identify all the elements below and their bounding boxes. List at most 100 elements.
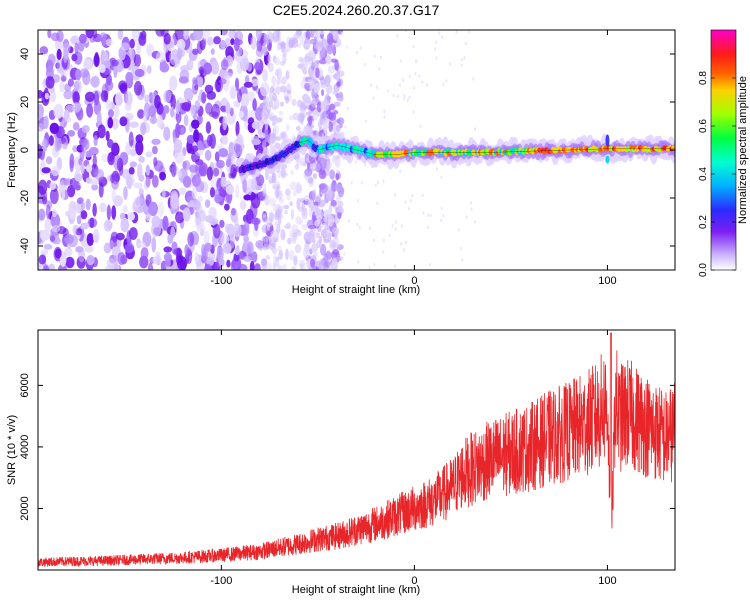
spectrogram-cell [225, 46, 235, 60]
spectrogram-cell [139, 122, 147, 136]
spectrogram-cell [229, 233, 235, 249]
spectrogram-cell [467, 30, 470, 34]
spectrogram-cell [261, 235, 269, 245]
spectrogram-cell [376, 201, 379, 206]
spectrogram-cell [181, 101, 192, 112]
spectrogram-cell [151, 215, 160, 228]
spectrogram-cell [267, 114, 273, 120]
spectrogram-cell [243, 255, 252, 263]
spectrogram-cell [376, 180, 379, 185]
spectrogram-cell [98, 182, 104, 198]
spectrogram-cell [113, 255, 118, 270]
spectrogram-cell [224, 203, 230, 211]
spectrogram-cell [418, 74, 421, 78]
spectrogram-cell [258, 121, 264, 130]
spectrogram-cell [177, 256, 188, 270]
spectrogram-cell [192, 48, 199, 55]
spectrogram-cell [338, 91, 344, 102]
spectrogram-cell [93, 134, 98, 147]
spectrogram-cell [305, 30, 311, 41]
spectrogram-cell [86, 103, 94, 118]
spectrogram-cell [191, 119, 200, 130]
spectrogram-cell [290, 208, 294, 221]
spectrogram-cell [289, 201, 293, 207]
spectrogram-cell [38, 254, 47, 265]
spectrogram-x-axis-label: Height of straight line (km) [292, 284, 420, 296]
spectrogram-cell [268, 100, 274, 108]
spectrogram-ridge-trace [244, 140, 675, 169]
spectrogram-cell [345, 45, 348, 49]
spectrogram-cell [294, 244, 302, 254]
spectrogram-cell [107, 117, 114, 129]
spectrogram-cell [271, 105, 277, 111]
spectrogram-cell [45, 156, 53, 165]
spectrogram-cell [162, 215, 169, 231]
spectrogram-cell [307, 230, 315, 243]
spectrogram-cell [268, 62, 274, 73]
spectrogram-cell [144, 94, 150, 103]
spectrogram-cell [394, 220, 397, 224]
spectrogram-cell [332, 44, 337, 56]
spectrogram-cell [356, 222, 359, 227]
spectrogram-cell [276, 30, 280, 38]
spectrogram-cell [183, 160, 191, 171]
spectrogram-cell [239, 200, 247, 211]
spectrogram-cell [293, 190, 297, 197]
spectrogram-cell [271, 171, 277, 183]
spectrogram-cell [174, 30, 184, 41]
spectrogram-cell [405, 30, 408, 33]
spectrogram-cell [463, 55, 466, 60]
spectrogram-cell [61, 54, 71, 71]
spectrogram-cell [50, 32, 60, 42]
spectrogram-cell [383, 114, 386, 119]
spectrogram-cell [67, 78, 75, 87]
spectrogram-cell [170, 226, 176, 239]
spectrogram-cells [38, 30, 476, 270]
spectrogram-cell [205, 102, 213, 115]
spectrogram-cell [279, 85, 287, 93]
spectrogram-cell [170, 161, 177, 178]
spectrogram-cell [197, 195, 204, 202]
spectrogram-cell [72, 224, 77, 235]
spectrogram-cell [233, 223, 242, 238]
spectrogram-cell [364, 162, 367, 167]
spectrogram-cell [325, 83, 333, 94]
spectrogram-cell [122, 205, 128, 213]
spectrogram-cell [115, 232, 125, 241]
spectrogram-cell [226, 259, 231, 268]
spectrogram-cell [205, 121, 212, 134]
spectrogram-cell [276, 117, 283, 123]
spectrogram-cell [315, 210, 321, 216]
spectrogram-cell [54, 248, 62, 259]
spectrogram-cell [129, 161, 138, 168]
spectrogram-cell [220, 105, 228, 112]
spectrogram-cell [203, 62, 213, 75]
spectrogram-cell [154, 94, 161, 109]
spectrogram-cell [51, 165, 60, 177]
spectrogram-cell [408, 74, 411, 78]
spectrogram-cell [383, 109, 386, 114]
spectrogram-cell [184, 244, 190, 257]
spectrogram-cell [284, 95, 289, 101]
spectrogram-cell [195, 180, 205, 193]
spectrogram-cell [120, 42, 130, 51]
spectrogram-cell [274, 115, 278, 125]
spectrogram-cell [223, 72, 233, 79]
spectrogram-cell [435, 40, 438, 45]
spectrogram-cell [38, 90, 43, 99]
spectrogram-cell [51, 225, 61, 233]
spectrogram-cell [304, 96, 311, 104]
spectrogram-cell [113, 172, 121, 183]
spectrogram-cell [61, 184, 66, 201]
spectrogram-cell [128, 227, 138, 241]
spectrogram-cell [63, 90, 73, 100]
spectrogram-cell [196, 205, 203, 215]
spectrogram-cell [220, 30, 228, 36]
spectrogram-ridge-cell [236, 144, 243, 157]
spectrogram-cell [93, 54, 100, 68]
spectrogram-x-tick-label: -100 [210, 275, 232, 287]
spectrogram-cell [129, 38, 135, 49]
spectrogram-cell [414, 71, 417, 76]
spectrogram-cell [274, 221, 279, 227]
